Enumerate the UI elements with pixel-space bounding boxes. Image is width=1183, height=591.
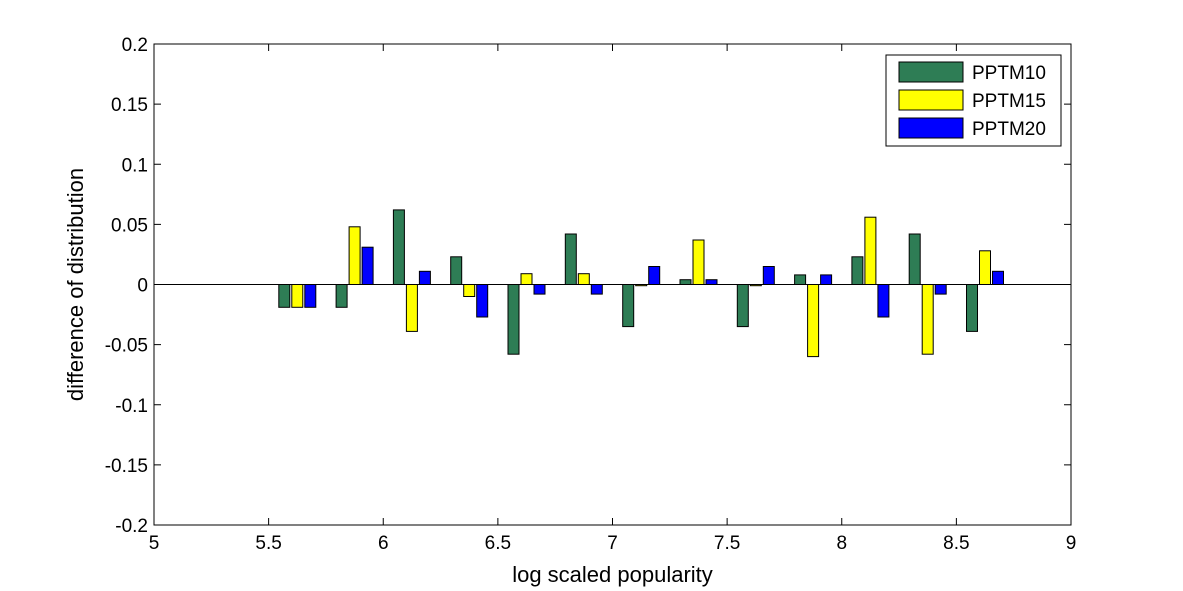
bar-pptm15-2 bbox=[405, 284, 418, 332]
legend-swatch-pptm10 bbox=[898, 61, 964, 83]
bar-pptm10-8 bbox=[736, 284, 749, 328]
bar-pptm15-9 bbox=[807, 284, 820, 358]
bar-pptm20-4 bbox=[533, 284, 546, 295]
bar-pptm10-12 bbox=[966, 284, 978, 332]
bar-pptm15-0 bbox=[291, 284, 304, 308]
bar-pptm15-10 bbox=[864, 216, 877, 285]
x-tick-label: 6 bbox=[378, 533, 389, 554]
bar-pptm20-12 bbox=[992, 270, 1004, 285]
x-tick-label: 6.5 bbox=[485, 533, 511, 554]
bars-layer bbox=[278, 209, 1004, 358]
bar-pptm20-3 bbox=[476, 284, 489, 318]
legend: PPTM10 PPTM15 PPTM20 bbox=[885, 54, 1062, 147]
bar-pptm20-5 bbox=[590, 284, 603, 295]
legend-swatch-pptm15 bbox=[898, 89, 964, 111]
legend-swatch-pptm20 bbox=[898, 117, 964, 139]
x-axis-title: log scaled popularity bbox=[512, 562, 713, 587]
y-tick-label: 0.1 bbox=[122, 155, 148, 176]
bar-pptm20-1 bbox=[361, 246, 374, 285]
bar-pptm15-1 bbox=[348, 226, 361, 286]
bar-pptm10-7 bbox=[679, 279, 692, 286]
bar-pptm15-4 bbox=[520, 273, 533, 286]
bar-pptm20-2 bbox=[418, 270, 431, 285]
bar-pptm20-0 bbox=[304, 284, 317, 308]
y-tick-label: 0.05 bbox=[111, 215, 148, 236]
bar-pptm20-10 bbox=[877, 284, 890, 318]
bar-pptm10-5 bbox=[564, 233, 577, 285]
bar-pptm10-9 bbox=[794, 274, 807, 285]
y-tick-label: 0.15 bbox=[111, 95, 148, 116]
y-tick-label: -0.05 bbox=[105, 336, 148, 357]
x-tick-label: 7.5 bbox=[714, 533, 740, 554]
bar-pptm10-10 bbox=[851, 256, 864, 285]
bar-pptm10-0 bbox=[278, 284, 291, 308]
bar-pptm15-3 bbox=[463, 284, 476, 297]
bar-pptm10-6 bbox=[622, 284, 635, 328]
x-tick-label: 5 bbox=[149, 533, 160, 554]
bar-pptm15-11 bbox=[921, 284, 934, 355]
x-tick-label: 7 bbox=[607, 533, 618, 554]
bar-pptm15-5 bbox=[577, 273, 590, 286]
bar-pptm20-8 bbox=[762, 266, 775, 285]
bar-pptm10-3 bbox=[450, 256, 463, 285]
bar-pptm20-6 bbox=[648, 266, 661, 285]
bar-pptm20-11 bbox=[934, 284, 947, 295]
y-tick-label: -0.1 bbox=[115, 396, 148, 417]
y-tick-label: 0.2 bbox=[122, 35, 148, 56]
y-tick-label: -0.2 bbox=[115, 516, 148, 537]
bar-pptm15-12 bbox=[979, 250, 991, 286]
x-tick-label: 5.5 bbox=[255, 533, 281, 554]
tick-labels-layer: 5 5.5 6 6.5 7 7.5 8 8.5 9 -0.2 -0.15 -0.1 -0.05 0 0.05… bbox=[105, 35, 1077, 554]
bar-pptm10-1 bbox=[335, 284, 348, 308]
legend-label-pptm15: PPTM15 bbox=[972, 91, 1046, 112]
y-tick-label: -0.15 bbox=[105, 456, 148, 477]
legend-items: PPTM10 PPTM15 PPTM20 bbox=[898, 61, 1046, 140]
y-axis-title: difference of distribution bbox=[63, 168, 88, 401]
bar-pptm10-4 bbox=[507, 284, 520, 355]
legend-label-pptm20: PPTM20 bbox=[972, 119, 1046, 140]
bar-pptm20-7 bbox=[705, 279, 718, 286]
bar-pptm10-2 bbox=[392, 209, 405, 285]
bar-pptm10-11 bbox=[908, 233, 921, 285]
x-tick-label: 9 bbox=[1066, 533, 1077, 554]
bar-pptm20-9 bbox=[820, 274, 833, 285]
x-tick-label: 8 bbox=[836, 533, 847, 554]
legend-label-pptm10: PPTM10 bbox=[972, 63, 1046, 84]
y-tick-label: 0 bbox=[137, 276, 148, 297]
ticks-layer bbox=[153, 43, 1072, 526]
bar-pptm15-7 bbox=[692, 239, 705, 285]
x-tick-label: 8.5 bbox=[943, 533, 969, 554]
